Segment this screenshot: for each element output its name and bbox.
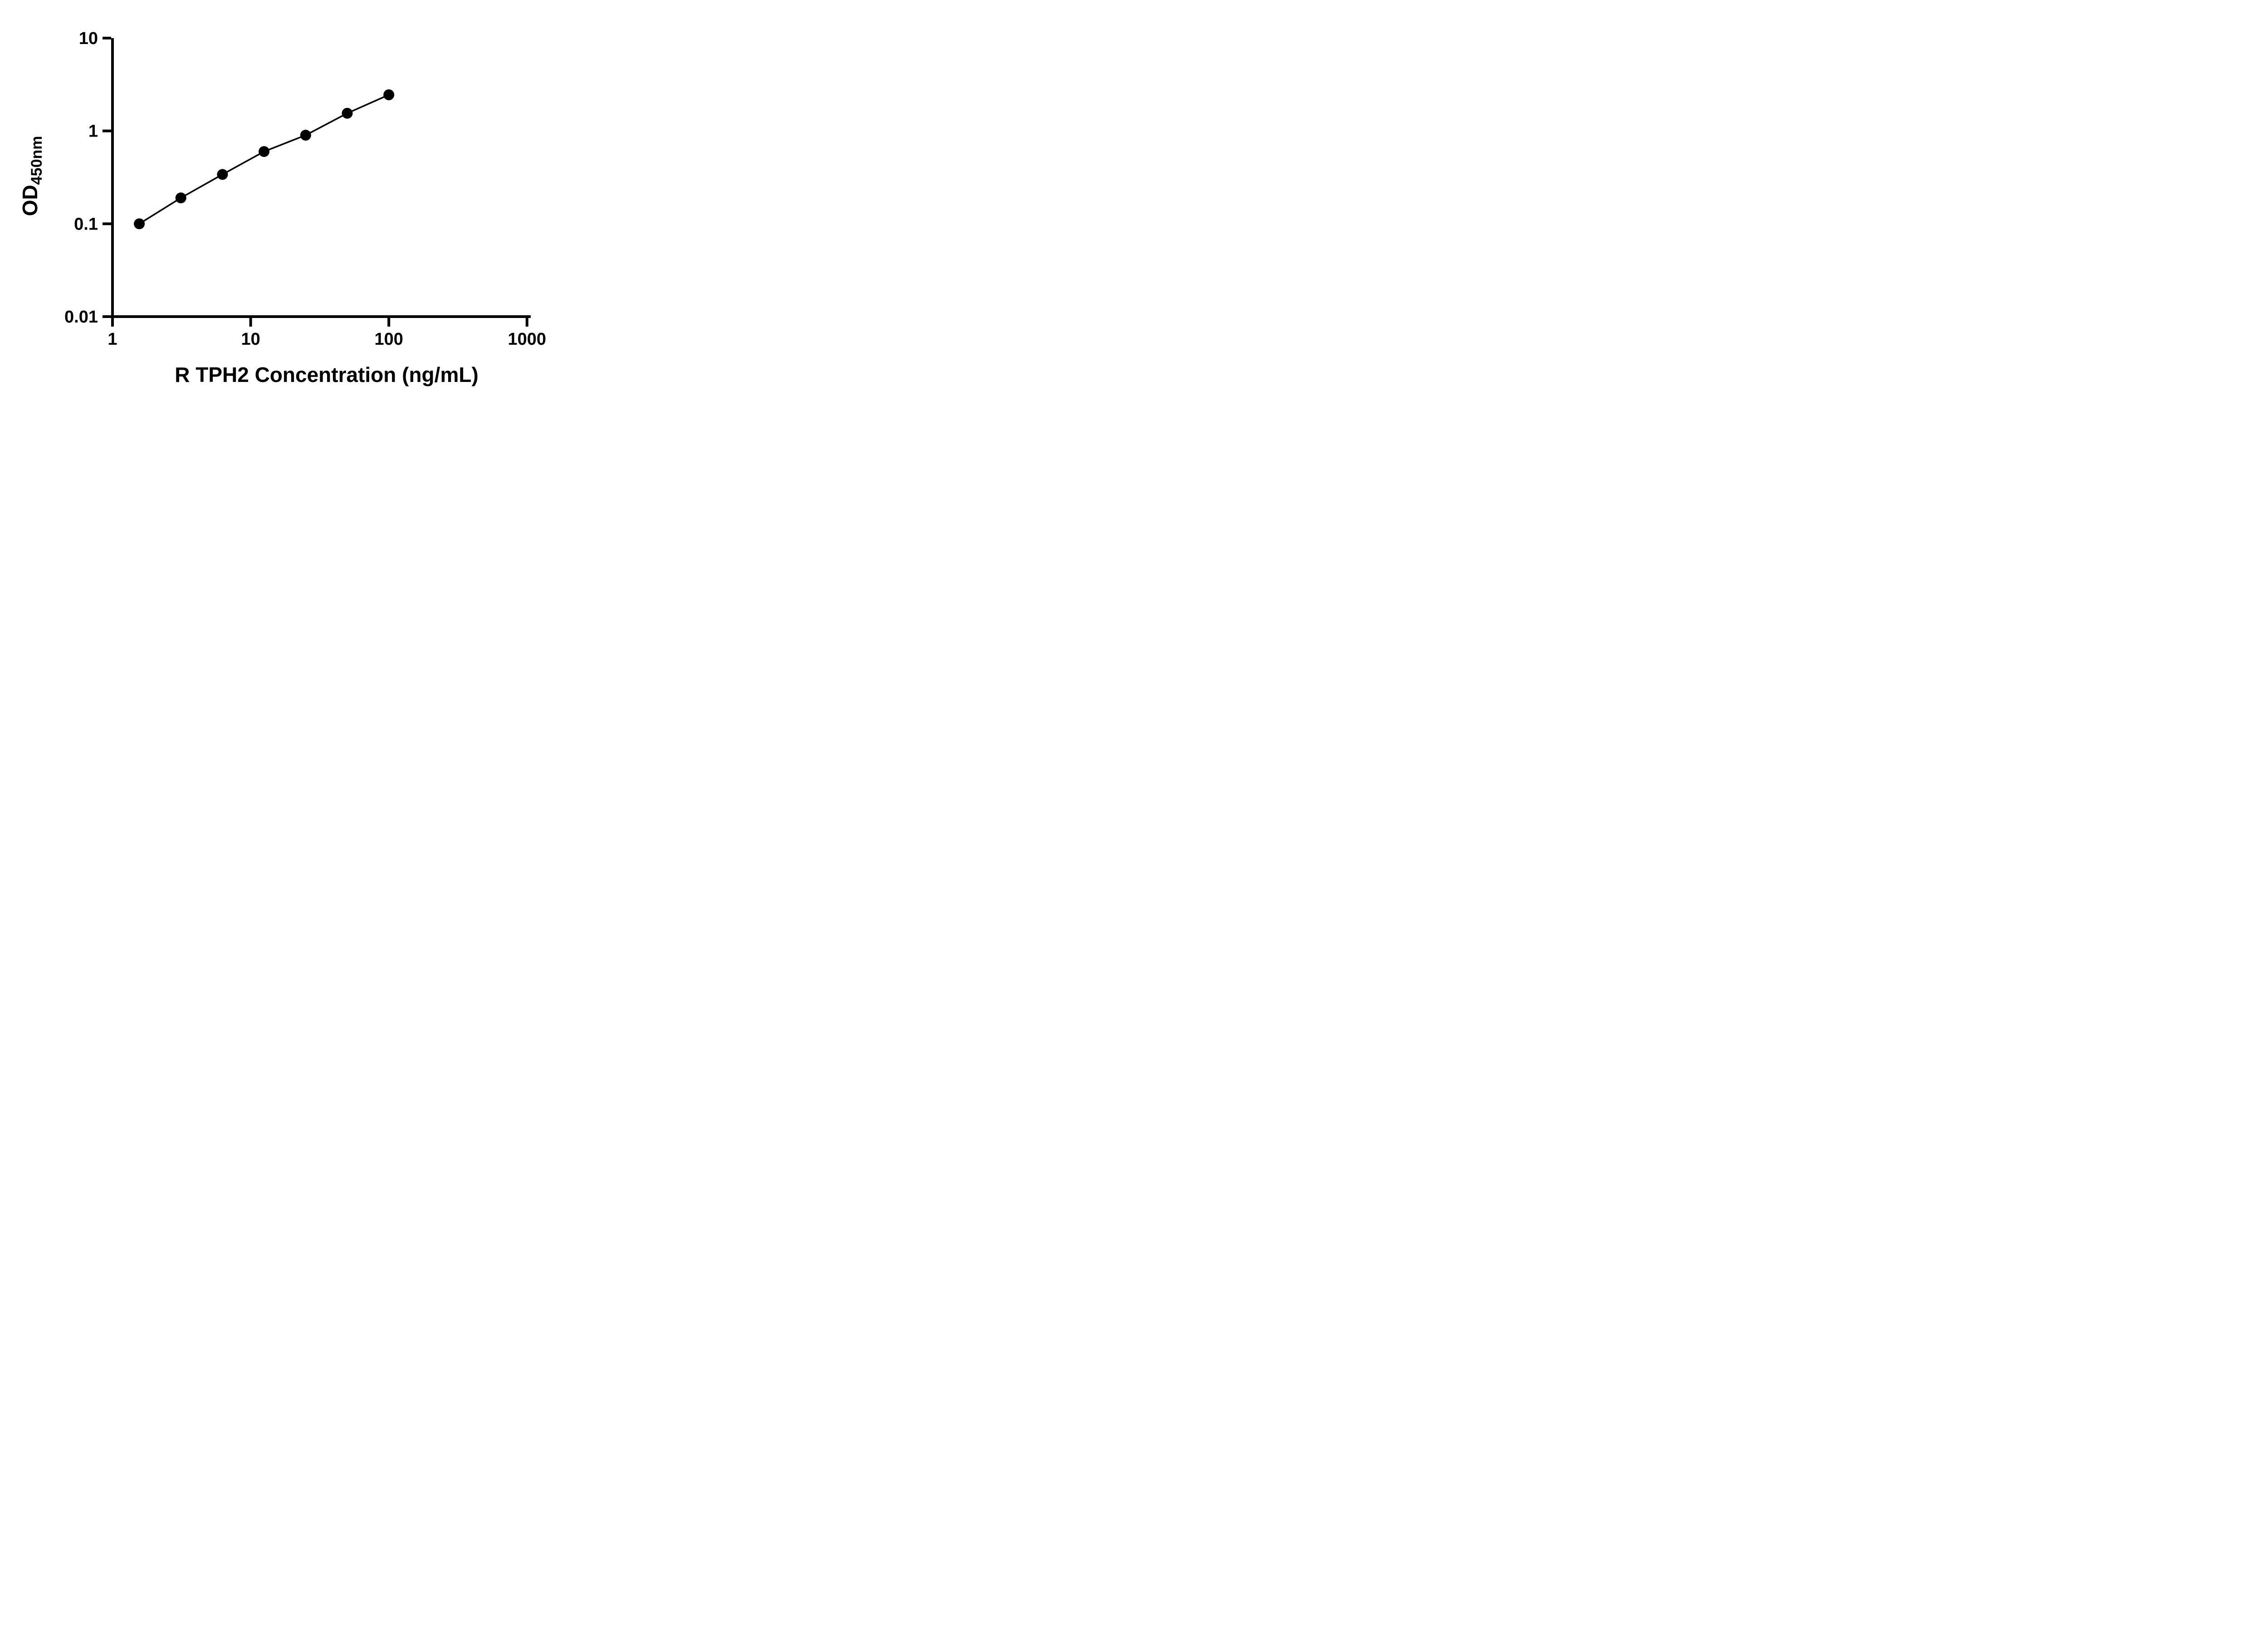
y-axis-title: OD450nm [18, 136, 45, 216]
y-tick-label: 0.1 [74, 215, 98, 234]
standard-curve-chart: 1 10 100 1000 0.01 0.1 1 10 R TPH2 Concentratio… [18, 29, 546, 386]
x-axis-title: R TPH2 Concentration (ng/mL) [175, 363, 479, 386]
x-tick-label: 10 [241, 330, 260, 349]
y-tick-label: 1 [88, 122, 98, 141]
y-axis-title-main: OD [18, 185, 42, 216]
data-point [300, 130, 311, 141]
axes-group [111, 38, 531, 318]
y-tick-label: 0.01 [64, 308, 98, 327]
chart-page: 1 10 100 1000 0.01 0.1 1 10 R TPH2 Concentratio… [0, 0, 583, 408]
axes-lines [111, 38, 531, 318]
x-tick-label: 100 [374, 330, 403, 349]
data-point [217, 169, 228, 180]
data-point [342, 108, 353, 119]
data-point [175, 192, 186, 204]
series-group [134, 89, 395, 230]
data-point [259, 146, 270, 157]
data-point [134, 218, 145, 230]
y-tick-label: 10 [79, 29, 98, 48]
data-point [383, 89, 395, 101]
ticks-group: 1 10 100 1000 0.01 0.1 1 10 [64, 29, 546, 349]
x-tick-label: 1 [108, 330, 117, 349]
x-tick-label: 1000 [508, 330, 547, 349]
y-axis-title-subscript: 450nm [28, 136, 45, 185]
